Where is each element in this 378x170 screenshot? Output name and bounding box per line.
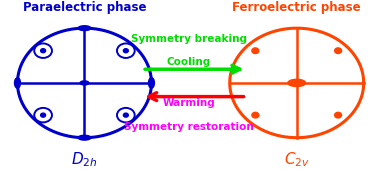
Text: Symmetry breaking: Symmetry breaking — [131, 34, 247, 44]
Ellipse shape — [123, 113, 128, 117]
Ellipse shape — [288, 79, 305, 87]
Ellipse shape — [252, 112, 259, 118]
Text: Paraelectric phase: Paraelectric phase — [23, 1, 146, 14]
Ellipse shape — [80, 81, 89, 85]
Ellipse shape — [252, 48, 259, 54]
Ellipse shape — [123, 49, 128, 53]
Ellipse shape — [78, 135, 91, 140]
Ellipse shape — [335, 48, 342, 54]
Ellipse shape — [41, 113, 46, 117]
Ellipse shape — [14, 78, 20, 88]
Ellipse shape — [149, 78, 155, 88]
Text: Ferroelectric phase: Ferroelectric phase — [232, 1, 361, 14]
Text: Cooling: Cooling — [167, 57, 211, 67]
Ellipse shape — [335, 112, 342, 118]
Text: $C_{2v}$: $C_{2v}$ — [284, 151, 310, 169]
Ellipse shape — [41, 49, 46, 53]
Text: $D_{2h}$: $D_{2h}$ — [71, 151, 98, 169]
Text: Symmetry restoration: Symmetry restoration — [124, 122, 254, 132]
Ellipse shape — [78, 26, 91, 31]
Text: Warming: Warming — [163, 98, 215, 108]
